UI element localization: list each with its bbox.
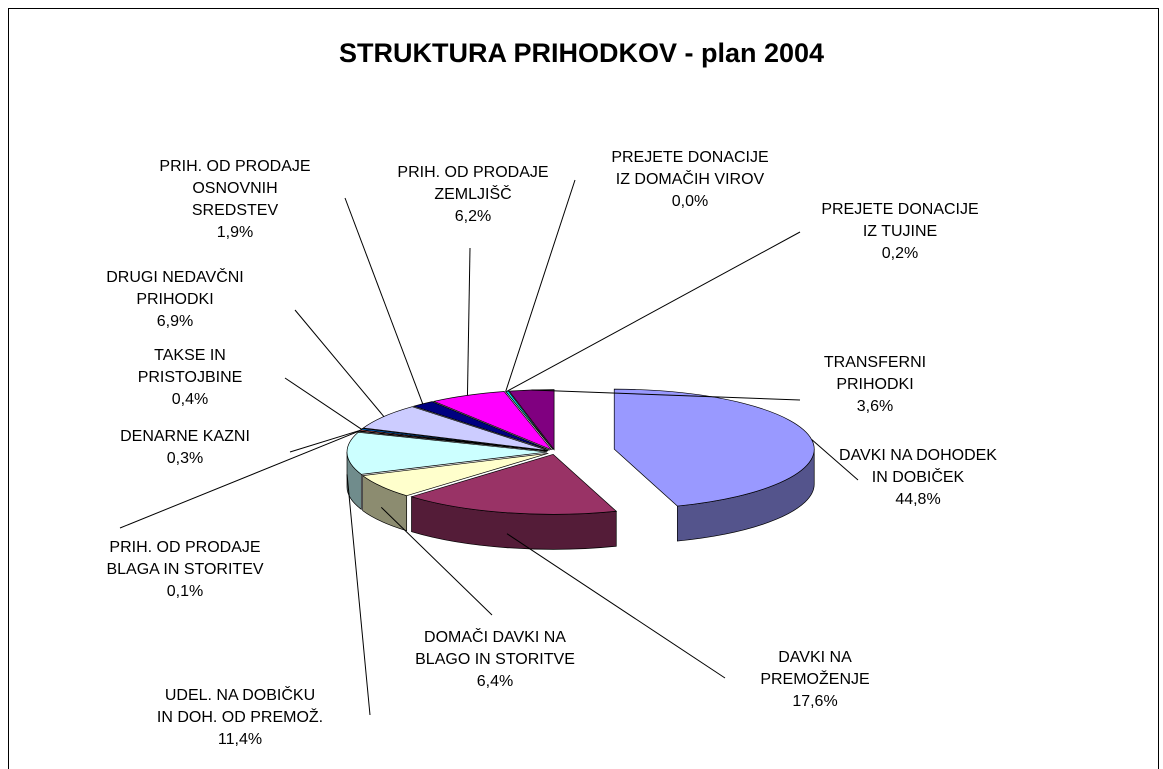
data-label: DRUGI NEDAVČNI PRIHODKI 6,9%: [35, 267, 315, 333]
category-label: UDEL. NA DOBIČKU IN DOH. OD PREMOŽ.: [156, 687, 324, 726]
value-label: 0,4%: [171, 391, 209, 408]
value-label: 0,0%: [671, 193, 709, 210]
value-label: 0,1%: [166, 583, 204, 600]
category-label: DOMAČI DAVKI NA BLAGO IN STORITVE: [415, 629, 575, 668]
leader-line: [346, 474, 371, 716]
data-label: DAVKI NA DOHODEK IN DOBIČEK 44,8%: [778, 445, 1058, 511]
data-label: DENARNE KAZNI 0,3%: [45, 426, 325, 470]
leader-line: [506, 533, 726, 679]
pie-slice: [361, 452, 549, 497]
category-label: DENARNE KAZNI: [120, 428, 250, 445]
data-label: PRIH. OD PRODAJE ZEMLJIŠČ 6,2%: [333, 162, 613, 228]
value-label: 17,6%: [792, 693, 838, 710]
leader-line: [380, 506, 493, 616]
category-label: PREJETE DONACIJE IZ TUJINE: [821, 201, 979, 240]
leader-line: [466, 247, 471, 396]
value-label: 6,9%: [156, 313, 194, 330]
pie-tops: [346, 388, 815, 515]
category-label: PRIH. OD PRODAJE OSNOVNIH SREDSTEV: [159, 158, 311, 219]
leader-lines: [119, 179, 859, 716]
chart-title: STRUKTURA PRIHODKOV - plan 2004: [338, 38, 825, 68]
leader-line: [506, 231, 801, 392]
leader-line: [284, 377, 362, 430]
category-label: TAKSE IN PRISTOJBINE: [137, 347, 243, 386]
pie-slice: [410, 453, 618, 515]
data-label: DAVKI NA PREMOŽENJE 17,6%: [675, 647, 955, 713]
value-label: 11,4%: [217, 731, 263, 748]
category-label: PRIH. OD PRODAJE BLAGA IN STORITEV: [106, 539, 264, 578]
leader-line: [289, 429, 360, 453]
data-label: PREJETE DONACIJE IZ DOMAČIH VIROV 0,0%: [550, 147, 830, 213]
pie-sides: [346, 449, 815, 550]
category-label: DRUGI NEDAVČNI PRIHODKI: [106, 269, 244, 308]
category-label: PREJETE DONACIJE IZ DOMAČIH VIROV: [611, 149, 769, 188]
leader-line: [505, 179, 576, 392]
pie-slice: [613, 388, 815, 507]
pie-slice: [432, 391, 552, 451]
value-label: 0,2%: [881, 245, 919, 262]
leader-line: [294, 309, 385, 417]
pie-slice: [508, 389, 555, 451]
data-label: TAKSE IN PRISTOJBINE 0,4%: [50, 345, 330, 411]
value-label: 1,9%: [216, 224, 254, 241]
data-label: PRIH. OD PRODAJE BLAGA IN STORITEV 0,1%: [45, 537, 325, 603]
category-label: DAVKI NA PREMOŽENJE: [760, 649, 870, 688]
pie-slice: [346, 431, 548, 475]
value-label: 6,4%: [476, 673, 514, 690]
value-label: 0,3%: [166, 450, 204, 467]
leader-line: [811, 439, 859, 481]
data-label: TRANSFERNI PRIHODKI 3,6%: [735, 352, 1015, 418]
data-label: DOMAČI DAVKI NA BLAGO IN STORITVE 6,4%: [355, 627, 635, 693]
category-label: DAVKI NA DOHODEK IN DOBIČEK: [839, 447, 997, 486]
data-label: PRIH. OD PRODAJE OSNOVNIH SREDSTEV 1,9%: [95, 156, 375, 244]
data-label: PREJETE DONACIJE IZ TUJINE 0,2%: [760, 199, 1040, 265]
pie-slice: [362, 406, 549, 451]
value-label: 3,6%: [856, 398, 894, 415]
frame: [8, 8, 1159, 769]
data-label: UDEL. NA DOBIČKU IN DOH. OD PREMOŽ. 11,4%: [100, 685, 380, 751]
value-label: 6,2%: [454, 208, 492, 225]
value-label: 44,8%: [895, 491, 941, 508]
leader-line: [119, 430, 360, 529]
leader-line: [531, 389, 801, 401]
category-label: TRANSFERNI PRIHODKI: [823, 354, 927, 393]
category-label: PRIH. OD PRODAJE ZEMLJIŠČ: [397, 164, 549, 203]
leader-line: [344, 197, 424, 405]
